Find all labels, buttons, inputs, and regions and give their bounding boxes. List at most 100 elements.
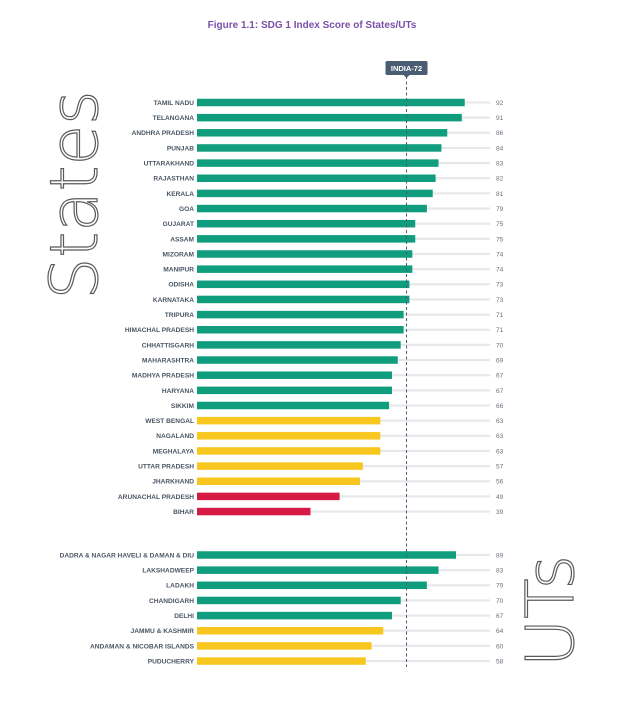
bar bbox=[197, 447, 381, 455]
category-label: TRIPURA bbox=[165, 312, 195, 319]
bar bbox=[197, 462, 363, 470]
data-label: 92 bbox=[496, 100, 504, 107]
bar bbox=[197, 401, 390, 410]
category-label: UTTARAKHAND bbox=[144, 161, 195, 168]
bars bbox=[197, 98, 465, 665]
category-label: GOA bbox=[179, 206, 194, 213]
data-label: 82 bbox=[496, 176, 504, 183]
data-label: 64 bbox=[496, 628, 504, 635]
category-label: RAJASTHAN bbox=[153, 176, 194, 183]
data-label: 83 bbox=[496, 568, 504, 575]
category-label: BIHAR bbox=[173, 509, 194, 516]
bar bbox=[197, 129, 448, 137]
category-label: ODISHA bbox=[168, 282, 194, 289]
category-label: MIZORAM bbox=[163, 251, 195, 258]
data-label: 66 bbox=[496, 403, 504, 410]
category-label: DADRA & NAGAR HAVELI & DAMAN & DIU bbox=[60, 552, 195, 559]
bar bbox=[197, 627, 384, 635]
category-label: ARUNACHAL PRADESH bbox=[118, 494, 194, 501]
category-label: JHARKHAND bbox=[152, 479, 194, 486]
category-label: MANIPUR bbox=[163, 267, 194, 274]
bar bbox=[197, 492, 340, 501]
data-label: 67 bbox=[496, 373, 504, 380]
data-label: 75 bbox=[496, 221, 504, 228]
reference-line-group: INDIA-72 bbox=[385, 61, 428, 668]
data-label: 58 bbox=[496, 658, 504, 665]
data-label: 49 bbox=[496, 494, 504, 501]
category-label: LAKSHADWEEP bbox=[142, 568, 194, 575]
category-label: WEST BENGAL bbox=[145, 418, 194, 425]
category-label: CHANDIGARH bbox=[149, 598, 194, 605]
data-label: 89 bbox=[496, 552, 504, 559]
data-label: 67 bbox=[496, 613, 504, 620]
data-label: 57 bbox=[496, 464, 504, 471]
bar bbox=[197, 250, 413, 258]
bar bbox=[197, 371, 392, 379]
bar bbox=[197, 386, 392, 395]
bar bbox=[197, 356, 398, 364]
bar bbox=[197, 611, 392, 620]
bar bbox=[197, 642, 372, 650]
bar bbox=[197, 189, 433, 198]
bar bbox=[197, 581, 427, 590]
data-label: 79 bbox=[496, 583, 504, 590]
bar bbox=[197, 566, 439, 574]
bar-track bbox=[197, 495, 490, 498]
data-label: 75 bbox=[496, 236, 504, 243]
data-label: 74 bbox=[496, 251, 504, 258]
data-label: 70 bbox=[496, 598, 504, 605]
bar bbox=[197, 113, 462, 122]
reference-badge-pointer bbox=[403, 75, 410, 78]
bar bbox=[197, 432, 381, 440]
category-label: MEGHALAYA bbox=[153, 448, 195, 455]
category-label: TAMIL NADU bbox=[154, 100, 195, 107]
bar bbox=[197, 219, 416, 228]
data-label: 79 bbox=[496, 206, 504, 213]
data-label: 84 bbox=[496, 145, 504, 152]
group-label-states: States bbox=[36, 90, 113, 299]
bar bbox=[197, 280, 410, 289]
category-label: TELANGANA bbox=[153, 115, 195, 122]
category-label: SIKKIM bbox=[171, 403, 195, 410]
bar bbox=[197, 341, 401, 349]
bar bbox=[197, 204, 427, 213]
category-label: LADAKH bbox=[166, 583, 194, 590]
category-label: UTTAR PRADESH bbox=[138, 464, 194, 471]
category-label: CHHATTISGARH bbox=[142, 342, 194, 349]
bar bbox=[197, 416, 381, 425]
group-labels: States UTs bbox=[35, 90, 589, 668]
reference-label: INDIA-72 bbox=[391, 64, 422, 73]
category-label: NAGALAND bbox=[156, 433, 194, 440]
category-label: HARYANA bbox=[162, 388, 194, 395]
bar bbox=[197, 326, 404, 334]
category-label: MADHYA PRADESH bbox=[132, 373, 194, 380]
category-label: JAMMU & KASHMIR bbox=[131, 628, 195, 635]
data-label: 86 bbox=[496, 130, 504, 137]
bar bbox=[197, 174, 436, 182]
data-label: 63 bbox=[496, 448, 504, 455]
data-label: 63 bbox=[496, 418, 504, 425]
bar bbox=[197, 596, 401, 605]
category-label: ANDHRA PRADESH bbox=[132, 130, 195, 137]
bar bbox=[197, 235, 416, 243]
category-label: ASSAM bbox=[170, 236, 194, 243]
data-label: 39 bbox=[496, 509, 504, 516]
bar bbox=[197, 98, 465, 107]
reference-badge bbox=[385, 61, 428, 75]
category-label: PUNJAB bbox=[167, 145, 194, 152]
category-label: KARNATAKA bbox=[153, 297, 194, 304]
data-label: 73 bbox=[496, 297, 504, 304]
data-label: 60 bbox=[496, 643, 504, 650]
chart-title: Figure 1.1: SDG 1 Index Score of States/… bbox=[208, 20, 417, 31]
bar bbox=[197, 144, 442, 152]
category-label: DELHI bbox=[174, 613, 194, 620]
bar bbox=[197, 477, 360, 485]
data-label: 67 bbox=[496, 388, 504, 395]
bar bbox=[197, 295, 410, 304]
data-label: 71 bbox=[496, 312, 504, 319]
data-label: 56 bbox=[496, 479, 504, 486]
bar bbox=[197, 310, 404, 319]
data-label: 81 bbox=[496, 191, 504, 198]
bar-track bbox=[197, 510, 490, 513]
